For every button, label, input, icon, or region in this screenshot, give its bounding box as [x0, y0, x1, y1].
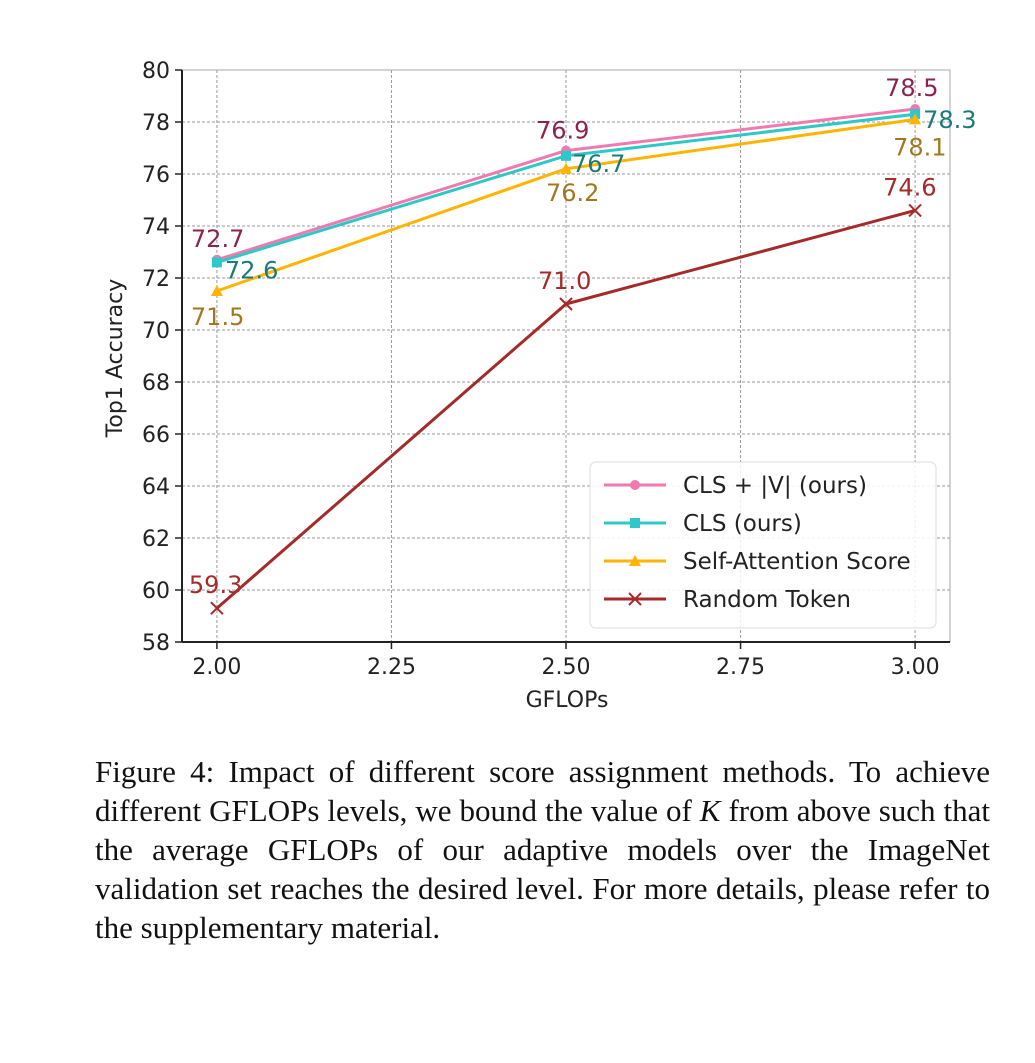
- legend-entry-3: Random Token: [683, 587, 851, 613]
- legend-marker-2: [629, 555, 641, 566]
- x-axis-title: GFLOPs: [526, 688, 609, 713]
- point-s2-0: [210, 285, 223, 296]
- line-chart: 2.00 2.25 2.50 2.75 3.00 58 60 62 64 66 68 70 72 74 7…: [103, 59, 977, 713]
- y-tick-label-80: 80: [142, 59, 170, 84]
- x-tick-label-0: 2.00: [192, 655, 241, 680]
- data-label-s3-2: 74.6: [883, 173, 936, 201]
- caption-text-start: Figure 4: Impact of different score assi…: [95, 754, 990, 828]
- point-s3-1-stroke-b: [559, 297, 573, 311]
- data-label-s3-0: 59.3: [189, 571, 242, 599]
- data-label-s0-1: 76.9: [536, 117, 589, 145]
- x-axis-ticks: 2.00 2.25 2.50 2.75 3.00: [192, 642, 940, 680]
- data-label-s1-2: 78.3: [923, 106, 976, 134]
- data-label-s2-0: 71.5: [191, 303, 244, 331]
- y-tick-label-78: 78: [142, 111, 170, 136]
- point-s3-1: [559, 297, 573, 311]
- y-tick-label-76: 76: [142, 163, 170, 188]
- y-axis-ticks: 58 60 62 64 66 68 70 72 74 76 78 80: [142, 59, 182, 656]
- data-label-s1-1: 76.7: [572, 150, 625, 178]
- point-s2-2: [909, 113, 922, 125]
- x-tick-label-2: 2.50: [542, 655, 591, 680]
- point-s1-0: [211, 257, 222, 268]
- point-s3-0-stroke-b: [210, 601, 224, 615]
- series-group: [210, 104, 922, 615]
- point-s3-2-stroke-b: [908, 203, 922, 218]
- legend-entry-1: CLS (ours): [683, 511, 802, 537]
- caption-text-end: from above such that the average GFLOPs …: [95, 793, 990, 945]
- data-label-s1-0: 72.6: [225, 256, 278, 284]
- y-tick-label-62: 62: [142, 527, 170, 552]
- caption-variable-k: K: [699, 793, 721, 828]
- figure-caption: Figure 4: Impact of different score assi…: [95, 752, 990, 947]
- data-label-s3-1: 71.0: [538, 267, 591, 295]
- data-label-s2-2: 78.1: [893, 133, 946, 161]
- point-s3-0: [210, 601, 224, 615]
- y-tick-label-58: 58: [142, 631, 170, 656]
- x-tick-label-3: 2.75: [716, 655, 765, 680]
- legend-marker-1: [630, 518, 640, 528]
- point-s3-2: [908, 203, 922, 218]
- data-label-s0-0: 72.7: [191, 225, 244, 253]
- y-tick-label-74: 74: [142, 215, 170, 240]
- point-s2-1: [560, 162, 572, 174]
- legend-entry-2: Self-Attention Score: [683, 549, 911, 575]
- point-s1-1: [561, 150, 571, 161]
- y-tick-label-70: 70: [142, 319, 170, 344]
- data-labels: 72.7 76.9 78.5 72.6 76.7 78.3 71.5 76.2 78.1 59.3…: [189, 74, 977, 599]
- x-tick-label-1: 2.25: [367, 655, 416, 680]
- x-tick-label-4: 3.00: [891, 655, 940, 680]
- y-axis-title: Top1 Accuracy: [103, 279, 128, 439]
- y-tick-label-66: 66: [142, 423, 170, 448]
- legend-marker-0: [630, 480, 640, 490]
- legend-box: [589, 461, 937, 629]
- legend-entry-0: CLS + |V| (ours): [683, 473, 867, 499]
- y-tick-label-64: 64: [142, 475, 170, 500]
- legend-marker-3-stroke-b: [628, 592, 642, 606]
- y-tick-label-68: 68: [142, 371, 170, 396]
- legend-marker-3: [628, 592, 642, 606]
- y-tick-label-60: 60: [142, 579, 170, 604]
- y-tick-label-72: 72: [142, 267, 170, 292]
- data-label-s2-1: 76.2: [546, 179, 599, 207]
- data-label-s0-2: 78.5: [885, 74, 938, 102]
- legend: CLS + |V| (ours) CLS (ours) Self-Attention…: [589, 461, 937, 629]
